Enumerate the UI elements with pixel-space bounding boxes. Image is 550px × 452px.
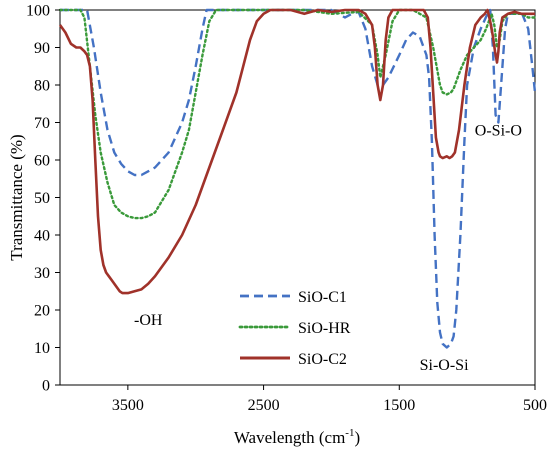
series-line-sio-c2 bbox=[58, 8, 535, 295]
x-tick-label: 500 bbox=[523, 397, 547, 414]
series-line-sio-hr bbox=[58, 8, 537, 220]
x-tick-label: 2500 bbox=[248, 397, 280, 414]
x-axis-label: Wavelength (cm-1) bbox=[234, 427, 360, 447]
y-tick-label: 100 bbox=[26, 3, 50, 20]
y-tick-label: 10 bbox=[34, 340, 50, 357]
y-tick-label: 60 bbox=[34, 153, 50, 170]
annotations-layer: -OH Si-O-Si O-Si-O bbox=[134, 123, 522, 374]
y-tick-label: 90 bbox=[34, 40, 50, 57]
y-tick-label: 50 bbox=[34, 190, 50, 207]
x-tick-label: 1500 bbox=[383, 397, 415, 414]
y-tick-label: 30 bbox=[34, 265, 50, 282]
annotation-o-si-o: O-Si-O bbox=[475, 123, 522, 140]
y-tick-label: 80 bbox=[34, 78, 50, 95]
legend-label-sio-c2: SiO-C2 bbox=[298, 351, 347, 368]
series-layer bbox=[58, 8, 537, 349]
x-axis-label-main: Wavelength (cm bbox=[234, 428, 345, 447]
legend: SiO-C1 SiO-HR SiO-C2 bbox=[238, 289, 351, 368]
x-axis-label-close: ) bbox=[354, 428, 360, 447]
legend-label-sio-c1: SiO-C1 bbox=[298, 289, 347, 306]
x-axis-label-superscript: -1 bbox=[345, 427, 354, 439]
y-tick-label: 70 bbox=[34, 115, 50, 132]
legend-label-sio-hr: SiO-HR bbox=[298, 320, 351, 337]
x-tick-label: 3500 bbox=[112, 397, 144, 414]
x-axis-ticks: 3500 2500 1500 500 bbox=[112, 385, 547, 414]
annotation-si-o-si: Si-O-Si bbox=[420, 357, 469, 374]
y-tick-label: 40 bbox=[34, 228, 50, 245]
y-tick-label: 0 bbox=[42, 378, 50, 395]
annotation-oh: -OH bbox=[134, 312, 163, 329]
y-tick-label: 20 bbox=[34, 303, 50, 320]
y-axis-ticks: 0 10 20 30 40 50 60 70 80 90 100 bbox=[26, 3, 60, 395]
y-axis-label: Transmittance (%) bbox=[7, 134, 26, 260]
